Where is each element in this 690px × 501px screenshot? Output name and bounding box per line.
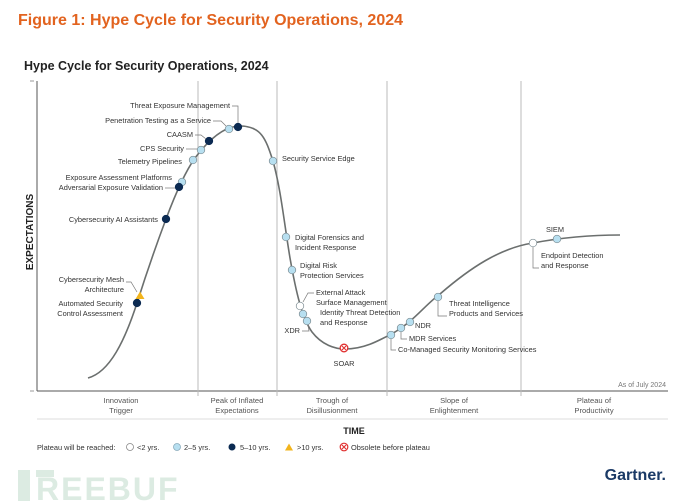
legend: Plateau will be reached: <2 yrs. 2–5 yrs… bbox=[37, 442, 430, 452]
leader-line bbox=[195, 134, 207, 140]
label-co-managed-security-monitoring-services: Co-Managed Security Monitoring Services bbox=[398, 345, 537, 354]
label-external-attack-surface-management: Surface Management bbox=[316, 298, 387, 307]
freebuf-watermark: REEBUF bbox=[18, 470, 180, 501]
label-caasm: CAASM bbox=[167, 130, 193, 139]
marker-cps-security bbox=[196, 145, 206, 155]
label-siem: SIEM bbox=[546, 225, 564, 234]
label-automated-security-control-assessment: Control Assessment bbox=[57, 309, 123, 318]
label-exposure-assessment-platforms: Exposure Assessment Platforms bbox=[66, 173, 173, 182]
legend-label: Obsolete before plateau bbox=[351, 443, 430, 452]
phase-label: Enlightenment bbox=[430, 406, 479, 415]
marker-mdr-services bbox=[396, 323, 406, 333]
label-digital-forensics-and-incident-response: Incident Response bbox=[295, 243, 356, 252]
label-soar: SOAR bbox=[334, 359, 355, 368]
legend-label: 2–5 yrs. bbox=[184, 443, 210, 452]
hype-curve bbox=[87, 125, 621, 379]
label-cps-security: CPS Security bbox=[140, 144, 184, 153]
leader-line bbox=[390, 339, 396, 351]
legend-circle-light-blue-icon bbox=[173, 443, 181, 451]
label-identity-threat-detection-and-response: Identity Threat Detection bbox=[320, 308, 400, 317]
phase-labels: Innovation Trigger Peak of Inflated Expe… bbox=[103, 396, 613, 415]
marker-threat-intelligence-products-and-services bbox=[433, 292, 443, 302]
label-identity-threat-detection-and-response: and Response bbox=[320, 318, 368, 327]
leader-line bbox=[437, 301, 447, 317]
leader-line bbox=[532, 247, 539, 269]
legend-obsolete-icon bbox=[339, 442, 349, 452]
watermark-text: REEBUF bbox=[36, 471, 180, 501]
label-mdr-services: MDR Services bbox=[409, 334, 457, 343]
phase-label: Trough of bbox=[316, 396, 349, 405]
marker-obsolete-icon bbox=[339, 343, 349, 353]
marker-digital-forensics-and-incident-response bbox=[281, 232, 291, 242]
label-automated-security-control-assessment: Automated Security bbox=[59, 299, 124, 308]
label-cybersecurity-mesh-architecture: Architecture bbox=[85, 285, 124, 294]
figure-title: Figure 1: Hype Cycle for Security Operat… bbox=[18, 12, 403, 29]
marker-penetration-testing-as-a-service bbox=[224, 124, 234, 134]
label-endpoint-detection-and-response: and Response bbox=[541, 261, 589, 270]
marker-siem bbox=[552, 234, 562, 244]
label-ndr: NDR bbox=[415, 321, 431, 330]
leader-line bbox=[302, 292, 314, 303]
label-digital-forensics-and-incident-response: Digital Forensics and bbox=[295, 233, 364, 242]
marker-co-managed-security-monitoring-services bbox=[386, 330, 396, 340]
leader-line bbox=[302, 324, 310, 332]
label-digital-risk-protection-services: Digital Risk bbox=[300, 261, 337, 270]
label-security-service-edge: Security Service Edge bbox=[282, 154, 355, 163]
marker-adversarial-exposure-validation bbox=[174, 182, 184, 192]
phase-label: Trigger bbox=[109, 406, 133, 415]
phase-label: Expectations bbox=[215, 406, 259, 415]
marker-external-attack-surface-management bbox=[295, 301, 305, 311]
technology-labels: Threat Exposure Management Penetration Te… bbox=[57, 101, 603, 368]
label-cybersecurity-mesh-architecture: Cybersecurity Mesh bbox=[59, 275, 124, 284]
label-cybersecurity-ai-assistants: Cybersecurity AI Assistants bbox=[69, 215, 158, 224]
marker-caasm bbox=[204, 136, 214, 146]
gartner-logo: Gartner. bbox=[605, 467, 666, 484]
as-of-date: As of July 2024 bbox=[618, 382, 666, 389]
legend-triangle-icon bbox=[285, 443, 293, 451]
legend-label: <2 yrs. bbox=[137, 443, 159, 452]
phase-label: Productivity bbox=[574, 406, 613, 415]
label-telemetry-pipelines: Telemetry Pipelines bbox=[118, 157, 182, 166]
legend-title: Plateau will be reached: bbox=[37, 443, 115, 452]
label-penetration-testing-as-a-service: Penetration Testing as a Service bbox=[105, 116, 211, 125]
marker-automated-security-control-assessment bbox=[132, 298, 142, 308]
label-external-attack-surface-management: External Attack bbox=[316, 288, 366, 297]
label-threat-intelligence-products-and-services: Products and Services bbox=[449, 309, 523, 318]
marker-ndr bbox=[405, 317, 415, 327]
marker-endpoint-detection-and-response bbox=[528, 238, 538, 248]
legend-label: >10 yrs. bbox=[297, 443, 324, 452]
marker-telemetry-pipelines bbox=[188, 155, 198, 165]
marker-security-service-edge bbox=[268, 156, 278, 166]
y-axis-label: EXPECTATIONS bbox=[25, 194, 36, 271]
marker-triangle-icon bbox=[135, 291, 145, 299]
chart-title: Hype Cycle for Security Operations, 2024 bbox=[24, 59, 269, 73]
legend-circle-white-icon bbox=[126, 443, 134, 451]
x-axis-label: TIME bbox=[343, 426, 365, 436]
marker-digital-risk-protection-services bbox=[287, 265, 297, 275]
leader-line bbox=[213, 120, 227, 127]
legend-circle-dark-blue-icon bbox=[228, 443, 236, 451]
phase-label: Disillusionment bbox=[306, 406, 358, 415]
label-threat-exposure-management: Threat Exposure Management bbox=[130, 101, 230, 110]
marker-identity-threat-detection-and-response bbox=[298, 309, 308, 319]
marker-threat-exposure-management bbox=[233, 122, 243, 132]
phase-label: Innovation bbox=[103, 396, 138, 405]
label-threat-intelligence-products-and-services: Threat Intelligence bbox=[449, 299, 510, 308]
label-digital-risk-protection-services: Protection Services bbox=[300, 271, 364, 280]
legend-label: 5–10 yrs. bbox=[240, 443, 270, 452]
leader-line bbox=[400, 332, 407, 340]
marker-cybersecurity-ai-assistants bbox=[161, 214, 171, 224]
phase-label: Slope of bbox=[440, 396, 469, 405]
leader-line bbox=[232, 105, 239, 123]
plot-frame bbox=[30, 80, 668, 420]
technology-markers bbox=[132, 122, 562, 353]
phase-label: Peak of Inflated bbox=[211, 396, 264, 405]
label-xdr: XDR bbox=[284, 326, 300, 335]
leader-line bbox=[126, 281, 138, 293]
label-endpoint-detection-and-response: Endpoint Detection bbox=[541, 251, 603, 260]
phase-label: Plateau of bbox=[577, 396, 612, 405]
marker-xdr bbox=[302, 316, 312, 326]
label-adversarial-exposure-validation: Adversarial Exposure Validation bbox=[59, 183, 163, 192]
